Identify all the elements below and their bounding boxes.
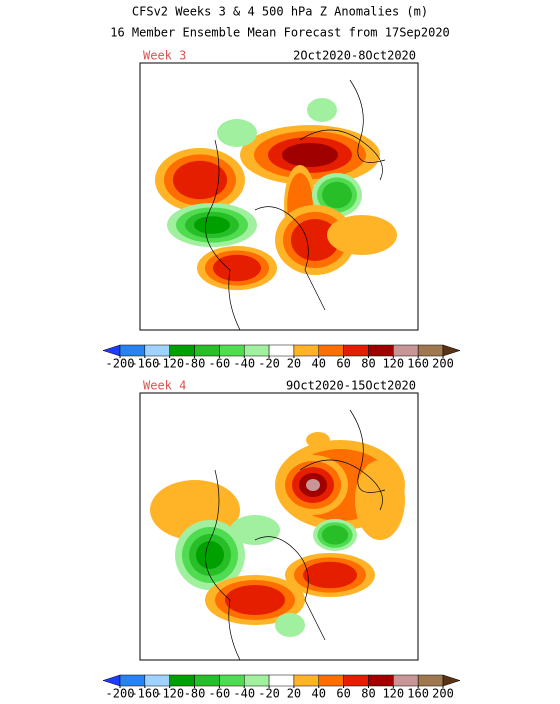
colorbar-segment	[417, 344, 444, 357]
subtitle: 16 Member Ensemble Mean Forecast from 17…	[110, 26, 450, 40]
colorbar-segment	[219, 344, 245, 357]
colorbar-tick-label: 200	[432, 687, 454, 701]
colorbar-tick-label: 120	[382, 687, 404, 701]
colorbar-tick-label: -200	[106, 357, 135, 371]
anomaly-contour	[291, 219, 339, 261]
anomaly-contour	[322, 181, 352, 209]
colorbar-segment	[219, 674, 245, 687]
panel-label: Week 3	[143, 49, 186, 63]
colorbar-tick-label: -80	[184, 687, 206, 701]
colorbar-tick-label: -160	[130, 687, 159, 701]
anomaly-contour	[173, 160, 227, 200]
colorbar-tick-label: 120	[382, 357, 404, 371]
colorbar-segment	[169, 674, 195, 687]
colorbar-tick-label: 40	[312, 687, 326, 701]
anomaly-contour	[306, 432, 330, 448]
colorbar-tick-label: -60	[209, 357, 231, 371]
colorbar-segment	[169, 344, 195, 357]
colorbar-segment	[243, 344, 270, 357]
coastline	[205, 409, 386, 660]
anomaly-contour	[321, 525, 349, 545]
colorbar-segment	[393, 344, 419, 357]
colorbar-segment	[318, 674, 344, 687]
anomaly-contour	[213, 254, 261, 282]
map-frame	[139, 392, 419, 661]
colorbar-segment	[102, 344, 121, 357]
colorbar-segment	[102, 674, 121, 687]
anomaly-contour	[303, 561, 357, 589]
panel-label: Week 4	[143, 379, 186, 393]
colorbar-segment	[243, 674, 270, 687]
colorbar-segment	[119, 344, 146, 357]
colorbar-tick-label: -20	[258, 357, 280, 371]
title: CFSv2 Weeks 3 & 4 500 hPa Z Anomalies (m…	[132, 5, 428, 19]
colorbar-segment	[119, 674, 146, 687]
panel-dates: 9Oct2020-15Oct2020	[286, 379, 416, 393]
colorbar-tick-label: 20	[287, 687, 301, 701]
anomaly-contour	[282, 143, 338, 167]
map-panel	[140, 63, 418, 330]
colorbar-segment	[343, 674, 369, 687]
colorbar-segment	[368, 344, 394, 357]
anomaly-contour	[327, 215, 397, 255]
colorbar-tick-label: -20	[258, 687, 280, 701]
anomaly-contour	[306, 479, 320, 491]
anomaly-contour	[307, 98, 337, 122]
colorbar-tick-label: -40	[233, 357, 255, 371]
panel-dates: 2Oct2020-8Oct2020	[293, 49, 416, 63]
colorbar-segment	[442, 344, 461, 357]
colorbar-tick-label: -160	[130, 357, 159, 371]
colorbar-tick-label: 20	[287, 357, 301, 371]
anomaly-contour	[196, 541, 224, 569]
anomaly-contour	[275, 613, 305, 637]
colorbar-segment	[417, 674, 444, 687]
colorbar-segment	[144, 674, 170, 687]
colorbar-segment	[368, 674, 394, 687]
colorbar-tick-label: 160	[407, 357, 429, 371]
colorbar-tick-label: -120	[155, 687, 184, 701]
colorbar-tick-label: 80	[361, 357, 375, 371]
colorbar-tick-label: 60	[336, 687, 350, 701]
coastline	[205, 79, 386, 330]
colorbar-tick-label: -80	[184, 357, 206, 371]
colorbar-tick-label: -120	[155, 357, 184, 371]
colorbar-tick-label: 40	[312, 357, 326, 371]
colorbar-tick-label: -60	[209, 687, 231, 701]
colorbar-segment	[268, 344, 295, 357]
colorbar-segment	[393, 674, 419, 687]
colorbar-segment	[442, 674, 461, 687]
colorbar-segment	[293, 344, 320, 357]
map-panel	[140, 393, 418, 660]
colorbar-segment	[144, 344, 170, 357]
colorbar-tick-label: 80	[361, 687, 375, 701]
anomaly-contour	[194, 216, 230, 234]
colorbar-tick-label: 60	[336, 357, 350, 371]
anomaly-contour	[217, 119, 257, 147]
colorbar-segment	[343, 344, 369, 357]
colorbar-tick-label: 200	[432, 357, 454, 371]
colorbar-tick-label: -200	[106, 687, 135, 701]
colorbar-tick-label: 160	[407, 687, 429, 701]
colorbar-segment	[293, 674, 320, 687]
anomaly-contour	[225, 585, 285, 615]
anomaly-contour	[230, 515, 280, 545]
colorbar-segment	[194, 344, 220, 357]
anomaly-contour	[355, 460, 405, 540]
map-frame	[139, 62, 419, 331]
colorbar-segment	[194, 674, 220, 687]
colorbar-segment	[268, 674, 295, 687]
colorbar-tick-label: -40	[233, 687, 255, 701]
colorbar-segment	[318, 344, 344, 357]
